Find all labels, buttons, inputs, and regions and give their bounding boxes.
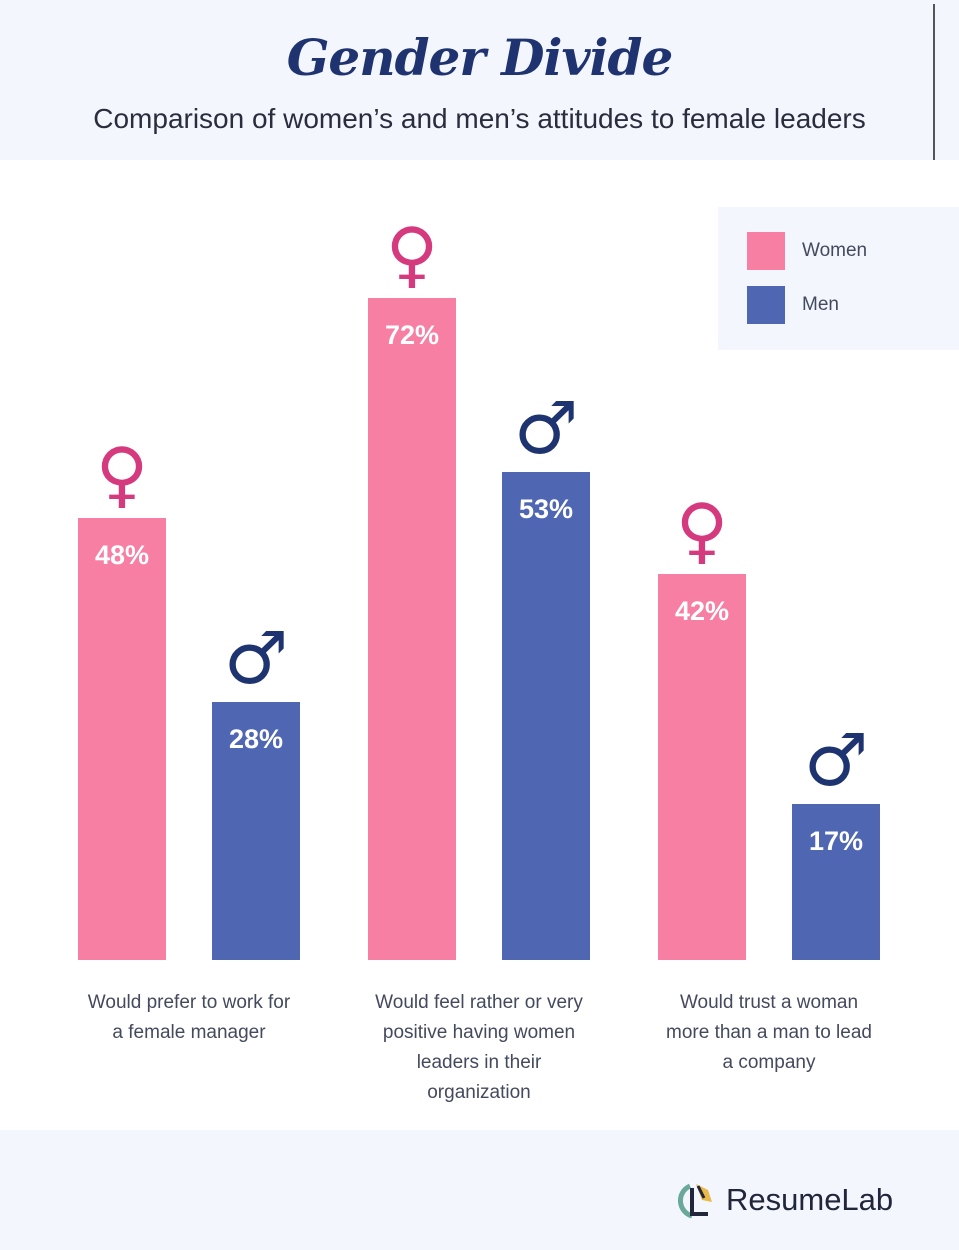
- male-symbol-icon: ♂: [803, 717, 869, 802]
- bar-women-3: [658, 573, 746, 960]
- bar-men-3: [792, 803, 880, 960]
- category-label-line: a female manager: [112, 1022, 266, 1043]
- category-label-line: leaders in their: [416, 1052, 542, 1073]
- legend-label-men: Men: [802, 294, 839, 315]
- data-label-women-2: 72%: [384, 319, 440, 350]
- male-symbol-icon: ♂: [513, 386, 579, 471]
- category-label-3: Would trust a woman more than a man to le…: [629, 988, 909, 1078]
- category-label-1: Would prefer to work for a female manager: [49, 988, 329, 1048]
- resumelab-logo-icon: [678, 1183, 712, 1219]
- category-label-line: organization: [427, 1082, 531, 1103]
- male-symbol-icon: ♂: [223, 616, 289, 701]
- brand-name: ResumeLab: [726, 1182, 894, 1217]
- data-label-men-1: 28%: [228, 724, 284, 755]
- category-label-2: Would feel rather or very positive having…: [339, 988, 619, 1108]
- divider: [933, 4, 935, 160]
- category-label-line: a company: [722, 1052, 816, 1073]
- chart-subtitle: Comparison of women’s and men’s attitude…: [93, 103, 866, 134]
- data-label-women-1: 48%: [94, 540, 150, 571]
- data-label-women-3: 42%: [674, 595, 730, 626]
- category-label-line: positive having women: [382, 1022, 576, 1043]
- legend-swatch-women: [747, 232, 785, 270]
- bar-women-2: [368, 297, 456, 960]
- bar-men-1: [212, 702, 300, 960]
- bar-women-1: [78, 518, 166, 960]
- data-label-men-3: 17%: [808, 825, 864, 856]
- legend: Women Men: [718, 207, 959, 350]
- header: [0, 0, 959, 160]
- female-symbol-icon: ♀: [385, 211, 439, 296]
- chart-title: Gender Divide: [286, 28, 674, 87]
- female-symbol-icon: ♀: [95, 432, 149, 517]
- bar-men-2: [502, 472, 590, 960]
- category-label-line: Would prefer to work for: [87, 992, 291, 1013]
- category-label-line: Would feel rather or very: [375, 992, 583, 1013]
- data-label-men-2: 53%: [518, 494, 574, 525]
- legend-label-women: Women: [802, 240, 868, 261]
- resumelab-logo: ResumeLab: [678, 1180, 893, 1220]
- category-label-line: more than a man to lead: [666, 1022, 872, 1043]
- footer: [0, 1130, 959, 1250]
- category-label-line: Would trust a woman: [679, 992, 859, 1013]
- female-symbol-icon: ♀: [675, 487, 729, 572]
- legend-swatch-men: [747, 286, 785, 324]
